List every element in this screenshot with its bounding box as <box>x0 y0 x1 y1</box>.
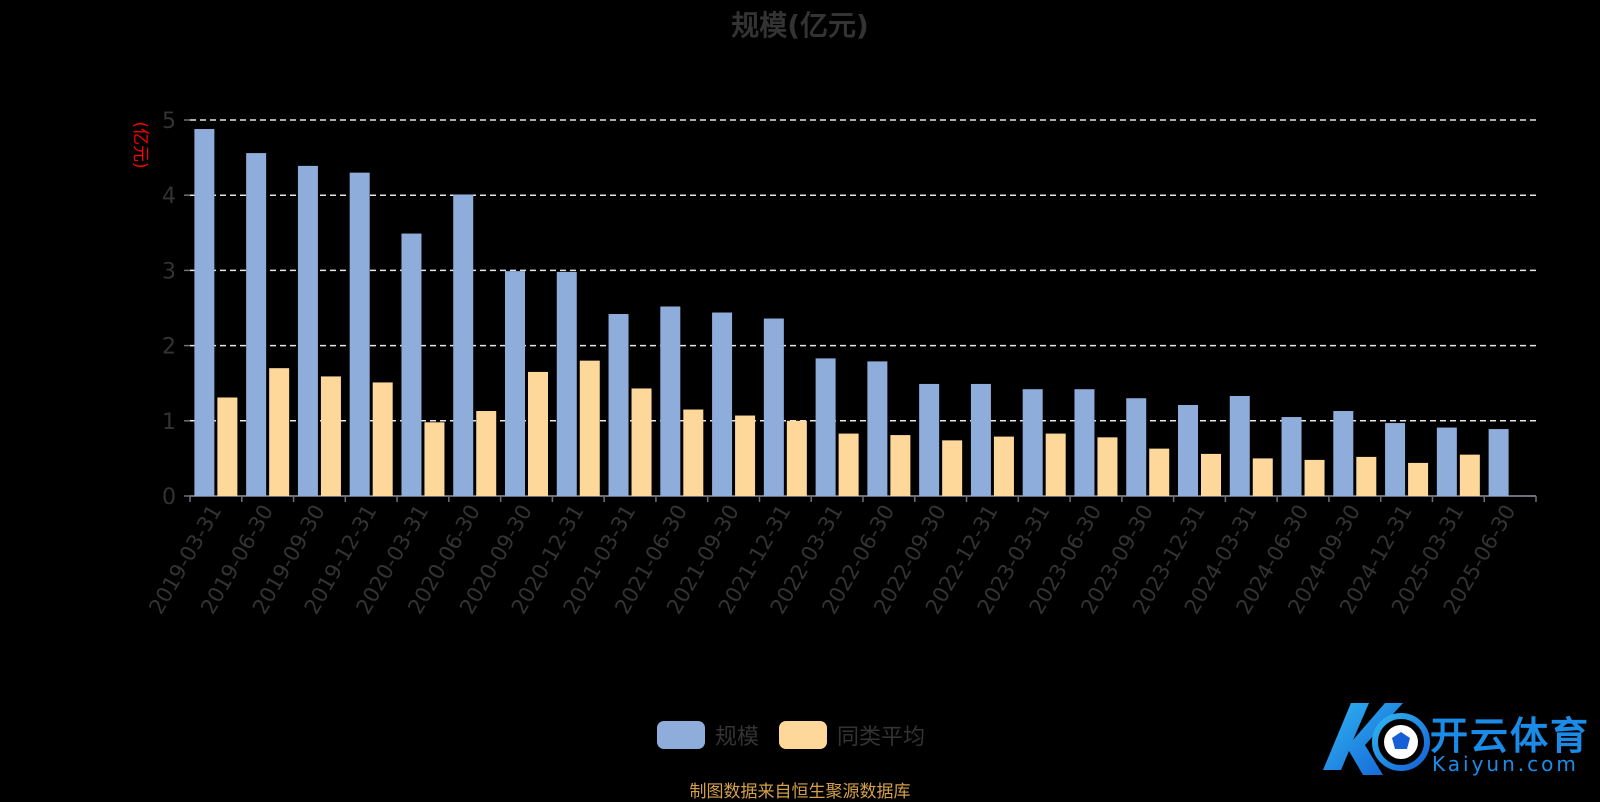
bar-series-1 <box>297 165 318 496</box>
bar-series-2 <box>424 422 445 496</box>
bar-series-2 <box>735 415 756 496</box>
bar-series-2 <box>217 397 238 496</box>
bar-series-1 <box>1022 389 1043 496</box>
y-tick-label: 2 <box>162 335 176 360</box>
legend-label-series-2: 同类平均 <box>837 725 926 750</box>
legend-label-series-1: 规模 <box>715 725 760 750</box>
bar-series-2 <box>269 368 290 496</box>
bar-series-1 <box>660 306 681 496</box>
y-axis-label: (亿元) <box>130 121 150 168</box>
bar-series-1 <box>505 271 525 496</box>
bar-series-1 <box>763 318 784 496</box>
bar-series-1 <box>1385 423 1406 496</box>
bar-series-1 <box>1488 429 1509 496</box>
bar-series-2 <box>942 440 963 496</box>
bar-series-2 <box>1149 448 1170 496</box>
bar-series-1 <box>401 233 422 496</box>
bar-series-1 <box>608 314 629 496</box>
bar-series-2 <box>579 360 600 496</box>
bar-series-2 <box>372 382 393 496</box>
bar-series-2 <box>1459 454 1480 496</box>
bar-series-2 <box>1304 459 1325 496</box>
y-tick-label: 5 <box>162 109 176 134</box>
chart-title: 规模(亿元) <box>731 9 869 42</box>
bar-series-1 <box>1126 398 1147 496</box>
bar-series-2 <box>683 409 704 496</box>
legend-item-series-1[interactable]: 规模 <box>657 719 759 751</box>
bar-series-1 <box>349 172 370 496</box>
bar-series-1 <box>194 129 215 497</box>
y-tick-label: 0 <box>162 485 176 510</box>
bar-series-1 <box>1436 427 1457 496</box>
bar-series-2 <box>890 435 911 496</box>
bar-series-2 <box>320 376 341 496</box>
bar-series-2 <box>631 388 652 496</box>
bar-series-1 <box>246 153 267 496</box>
bar-series-1 <box>1178 405 1198 496</box>
bar-series-2 <box>993 436 1014 496</box>
bar-series-2 <box>1408 462 1429 496</box>
bar-series-2 <box>1097 437 1118 496</box>
bar-series-2 <box>528 371 548 496</box>
chart-legend: 规模 同类平均 <box>657 720 945 750</box>
legend-swatch-series-1 <box>657 721 705 749</box>
bar-series-1 <box>970 383 991 496</box>
watermark-text-cn: 开云体育 <box>1430 714 1591 758</box>
bar-series-1 <box>556 271 577 496</box>
kaiyun-logo-icon <box>1323 703 1430 775</box>
bar-series-1 <box>815 358 836 496</box>
bar-series-2 <box>786 420 807 496</box>
legend-swatch-series-2 <box>779 721 828 749</box>
bar-series-2 <box>838 433 859 496</box>
bar-series-2 <box>1045 433 1066 496</box>
bar-series-1 <box>712 312 733 496</box>
bar-series-2 <box>1252 458 1273 496</box>
bar-series-2 <box>1356 456 1377 496</box>
bar-series-1 <box>867 361 888 496</box>
bar-series-1 <box>1074 389 1095 496</box>
bar-series-1 <box>1281 417 1302 496</box>
watermark-text-en: Kaiyun.com <box>1432 752 1579 776</box>
legend-item-series-2[interactable]: 同类平均 <box>779 719 925 751</box>
y-tick-label: 3 <box>162 259 176 284</box>
y-tick-label: 1 <box>162 410 176 435</box>
bar-series-2 <box>1201 453 1221 496</box>
bar-series-1 <box>453 194 474 496</box>
bar-series-1 <box>919 383 940 496</box>
data-source-note: 制图数据来自恒生聚源数据库 <box>689 782 911 802</box>
y-tick-label: 4 <box>162 184 176 209</box>
bar-chart: 012345(亿元)2019-03-312019-06-302019-09-30… <box>130 109 1537 618</box>
bar-series-1 <box>1229 395 1250 496</box>
bar-series-1 <box>1333 411 1354 496</box>
bar-series-2 <box>476 411 497 496</box>
